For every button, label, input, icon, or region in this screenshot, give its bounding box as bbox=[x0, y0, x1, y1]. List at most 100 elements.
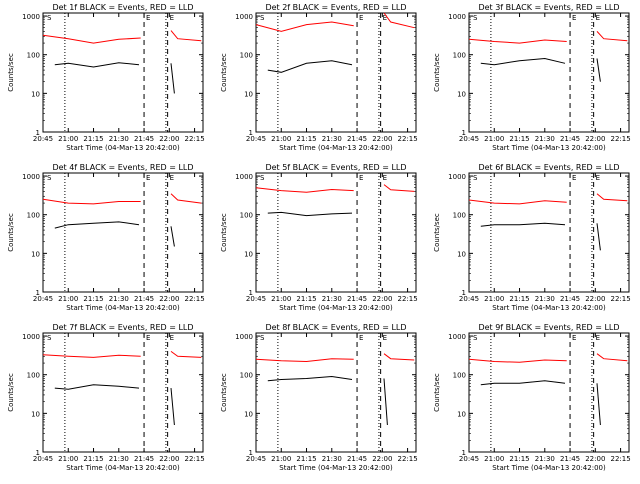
top-marker: S bbox=[260, 14, 265, 22]
y-tick-label: 100 bbox=[27, 212, 40, 220]
y-tick-label: 1 bbox=[36, 129, 40, 137]
x-tick-label: 21:30 bbox=[535, 455, 555, 463]
events-series-line bbox=[54, 221, 140, 229]
x-tick-label: 20:45 bbox=[33, 295, 53, 303]
x-tick-label: 22:15 bbox=[184, 135, 204, 143]
lld-series-line bbox=[170, 30, 202, 42]
lld-series-line bbox=[596, 193, 628, 202]
top-marker: E bbox=[170, 334, 174, 342]
y-tick-label: 100 bbox=[240, 212, 253, 220]
y-tick-label: 1000 bbox=[235, 13, 253, 21]
detector-panel-3: Det 3f BLACK = Events, RED = LLD 1 10 100 10… bbox=[433, 3, 631, 152]
y-axis-label: Counts/sec bbox=[220, 213, 228, 252]
x-tick-label: 22:15 bbox=[397, 295, 417, 303]
y-tick-label: 10 bbox=[457, 410, 466, 418]
events-series-line bbox=[596, 383, 601, 426]
y-tick-label: 10 bbox=[244, 250, 253, 258]
x-tick-label: 21:15 bbox=[83, 295, 103, 303]
y-axis-label: Counts/sec bbox=[433, 53, 441, 92]
top-marker: S bbox=[473, 334, 478, 342]
x-tick-label: 21:30 bbox=[109, 455, 129, 463]
detector-panel-6: Det 6f BLACK = Events, RED = LLD 1 10 100 10… bbox=[433, 163, 631, 312]
x-tick-label: 21:30 bbox=[109, 135, 129, 143]
events-series-line bbox=[170, 226, 175, 247]
y-axis-label: Counts/sec bbox=[220, 373, 228, 412]
x-tick-label: 21:45 bbox=[347, 135, 367, 143]
y-tick-label: 1000 bbox=[235, 333, 253, 341]
y-tick-label: 10 bbox=[31, 250, 40, 258]
y-tick-label: 1 bbox=[249, 129, 253, 137]
top-marker: S bbox=[260, 334, 265, 342]
plot-frame bbox=[468, 332, 630, 453]
events-series-line bbox=[596, 58, 601, 82]
detector-panel-1: Det 1f BLACK = Events, RED = LLD 1 10 100 10… bbox=[7, 3, 205, 152]
x-tick-label: 22:00 bbox=[372, 295, 392, 303]
x-tick-label: 21:30 bbox=[322, 295, 342, 303]
x-tick-label: 21:45 bbox=[347, 455, 367, 463]
x-tick-label: 22:15 bbox=[397, 135, 417, 143]
y-tick-label: 100 bbox=[27, 52, 40, 60]
y-tick-label: 10 bbox=[244, 410, 253, 418]
plot-frame bbox=[468, 12, 630, 133]
events-series-line bbox=[267, 375, 353, 382]
panel-title: Det 9f BLACK = Events, RED = LLD bbox=[478, 323, 619, 332]
y-tick-label: 1 bbox=[36, 449, 40, 457]
x-tick-label: 21:30 bbox=[322, 455, 342, 463]
x-tick-label: 22:00 bbox=[585, 295, 605, 303]
x-tick-label: 21:15 bbox=[296, 135, 316, 143]
lld-series-line bbox=[468, 358, 567, 363]
x-tick-label: 21:15 bbox=[509, 295, 529, 303]
top-marker: E bbox=[596, 14, 600, 22]
top-marker: S bbox=[473, 14, 478, 22]
top-marker: S bbox=[47, 334, 52, 342]
panel-title: Det 1f BLACK = Events, RED = LLD bbox=[52, 3, 193, 12]
x-tick-label: 21:45 bbox=[560, 295, 580, 303]
y-tick-label: 1000 bbox=[448, 173, 466, 181]
plot-frame bbox=[42, 12, 204, 133]
y-tick-label: 1 bbox=[249, 289, 253, 297]
x-tick-label: 21:15 bbox=[83, 135, 103, 143]
x-tick-label: 21:00 bbox=[484, 135, 504, 143]
top-marker: E bbox=[383, 174, 387, 182]
panel-title: Det 7f BLACK = Events, RED = LLD bbox=[52, 323, 193, 332]
top-marker: E bbox=[170, 174, 174, 182]
y-tick-label: 100 bbox=[240, 52, 253, 60]
lld-series-line bbox=[468, 38, 567, 44]
x-axis-label: Start Time (04-Mar-13 20:42:00) bbox=[492, 464, 606, 472]
x-tick-label: 22:00 bbox=[159, 455, 179, 463]
y-tick-label: 100 bbox=[27, 372, 40, 380]
y-tick-label: 10 bbox=[457, 250, 466, 258]
x-tick-label: 22:00 bbox=[372, 135, 392, 143]
y-axis-label: Counts/sec bbox=[7, 53, 15, 92]
x-tick-label: 21:30 bbox=[535, 135, 555, 143]
lld-series-line bbox=[42, 34, 141, 44]
x-tick-label: 21:00 bbox=[484, 455, 504, 463]
top-marker: S bbox=[47, 174, 52, 182]
top-marker: E bbox=[359, 174, 363, 182]
x-tick-label: 21:30 bbox=[109, 295, 129, 303]
x-tick-label: 20:45 bbox=[459, 455, 479, 463]
y-axis-label: Counts/sec bbox=[433, 373, 441, 412]
x-tick-label: 21:15 bbox=[83, 455, 103, 463]
x-axis-label: Start Time (04-Mar-13 20:42:00) bbox=[66, 304, 180, 312]
events-series-line bbox=[170, 388, 175, 426]
x-tick-label: 21:00 bbox=[58, 295, 78, 303]
x-tick-label: 21:45 bbox=[560, 455, 580, 463]
lld-series-line bbox=[255, 358, 354, 363]
lld-series-line bbox=[42, 198, 141, 205]
y-tick-label: 1 bbox=[462, 129, 466, 137]
y-axis-label: Counts/sec bbox=[7, 213, 15, 252]
y-tick-label: 1000 bbox=[448, 333, 466, 341]
y-tick-label: 100 bbox=[453, 212, 466, 220]
x-tick-label: 22:15 bbox=[610, 135, 630, 143]
x-tick-label: 20:45 bbox=[246, 455, 266, 463]
lld-series-line bbox=[383, 12, 415, 29]
x-tick-label: 20:45 bbox=[33, 455, 53, 463]
top-marker: E bbox=[170, 14, 174, 22]
x-tick-label: 21:45 bbox=[134, 135, 154, 143]
x-tick-label: 22:00 bbox=[372, 455, 392, 463]
x-axis-label: Start Time (04-Mar-13 20:42:00) bbox=[279, 304, 393, 312]
lld-series-line bbox=[42, 354, 141, 358]
top-marker: E bbox=[383, 14, 387, 22]
x-tick-label: 20:45 bbox=[246, 135, 266, 143]
